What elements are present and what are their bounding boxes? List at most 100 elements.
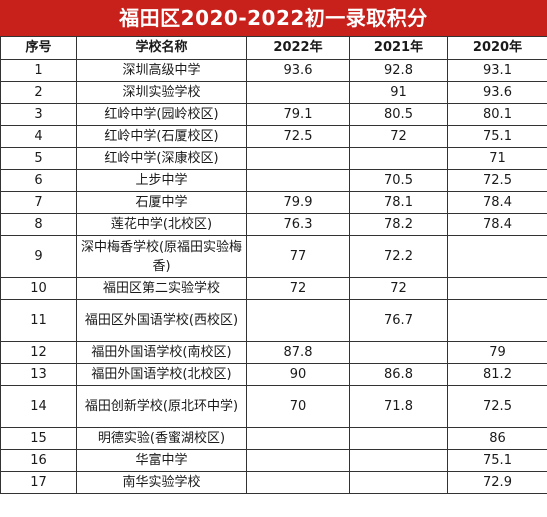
cell-rank: 8 bbox=[0, 213, 77, 236]
cell-2021: 71.8 bbox=[349, 385, 448, 428]
cell-rank: 10 bbox=[0, 277, 77, 300]
cell-2022: 76.3 bbox=[246, 213, 350, 236]
table-body: 1 深圳高级中学 93.6 92.8 93.1 2 深圳实验学校 91 93.6 3 红岭中学(园岭… bbox=[0, 59, 547, 494]
cell-2022: 70 bbox=[246, 385, 350, 428]
cell-rank: 4 bbox=[0, 125, 77, 148]
cell-2022 bbox=[246, 449, 350, 472]
cell-school: 福田区外国语学校(西校区) bbox=[76, 299, 247, 342]
table-row: 13 福田外国语学校(北校区) 90 86.8 81.2 bbox=[0, 363, 547, 386]
table-row: 5 红岭中学(深康校区) 71 bbox=[0, 147, 547, 170]
cell-rank: 2 bbox=[0, 81, 77, 104]
cell-2021: 86.8 bbox=[349, 363, 448, 386]
cell-2020: 81.2 bbox=[447, 363, 547, 386]
cell-2020 bbox=[447, 235, 547, 278]
cell-2022: 79.1 bbox=[246, 103, 350, 126]
cell-2020: 79 bbox=[447, 341, 547, 364]
cell-2021: 92.8 bbox=[349, 59, 448, 82]
cell-rank: 14 bbox=[0, 385, 77, 428]
cell-2020: 75.1 bbox=[447, 449, 547, 472]
cell-rank: 3 bbox=[0, 103, 77, 126]
table-row: 2 深圳实验学校 91 93.6 bbox=[0, 81, 547, 104]
cell-2020: 78.4 bbox=[447, 213, 547, 236]
cell-2021 bbox=[349, 471, 448, 494]
cell-2021: 78.2 bbox=[349, 213, 448, 236]
cell-school: 南华实验学校 bbox=[76, 471, 247, 494]
page-title: 福田区2020-2022初一录取积分 bbox=[0, 0, 547, 36]
table-row: 8 莲花中学(北校区) 76.3 78.2 78.4 bbox=[0, 213, 547, 236]
cell-2022: 72.5 bbox=[246, 125, 350, 148]
cell-rank: 16 bbox=[0, 449, 77, 472]
cell-rank: 1 bbox=[0, 59, 77, 82]
cell-school: 红岭中学(石厦校区) bbox=[76, 125, 247, 148]
cell-2020: 80.1 bbox=[447, 103, 547, 126]
cell-2022 bbox=[246, 299, 350, 342]
cell-2022 bbox=[246, 147, 350, 170]
table-row: 11 福田区外国语学校(西校区) 76.7 bbox=[0, 299, 547, 342]
cell-2020: 93.1 bbox=[447, 59, 547, 82]
cell-school: 石厦中学 bbox=[76, 191, 247, 214]
cell-rank: 6 bbox=[0, 169, 77, 192]
table-row: 12 福田外国语学校(南校区) 87.8 79 bbox=[0, 341, 547, 364]
table-row: 15 明德实验(香蜜湖校区) 86 bbox=[0, 427, 547, 450]
table-header-row: 序号 学校名称 2022年 2021年 2020年 bbox=[0, 36, 547, 60]
cell-2020: 93.6 bbox=[447, 81, 547, 104]
cell-2022: 93.6 bbox=[246, 59, 350, 82]
cell-2020 bbox=[447, 277, 547, 300]
cell-2021: 78.1 bbox=[349, 191, 448, 214]
cell-school: 深圳实验学校 bbox=[76, 81, 247, 104]
header-rank: 序号 bbox=[0, 36, 77, 60]
cell-school: 红岭中学(深康校区) bbox=[76, 147, 247, 170]
cell-rank: 11 bbox=[0, 299, 77, 342]
cell-school: 福田外国语学校(北校区) bbox=[76, 363, 247, 386]
cell-2022: 77 bbox=[246, 235, 350, 278]
cell-school: 福田区第二实验学校 bbox=[76, 277, 247, 300]
cell-2021: 70.5 bbox=[349, 169, 448, 192]
cell-2021 bbox=[349, 147, 448, 170]
table-row: 16 华富中学 75.1 bbox=[0, 449, 547, 472]
header-2022: 2022年 bbox=[246, 36, 350, 60]
table-row: 14 福田创新学校(原北环中学) 70 71.8 72.5 bbox=[0, 385, 547, 428]
cell-rank: 7 bbox=[0, 191, 77, 214]
cell-2021: 91 bbox=[349, 81, 448, 104]
table-row: 9 深中梅香学校(原福田实验梅香) 77 72.2 bbox=[0, 235, 547, 278]
cell-2022 bbox=[246, 169, 350, 192]
table-row: 1 深圳高级中学 93.6 92.8 93.1 bbox=[0, 59, 547, 82]
header-2021: 2021年 bbox=[349, 36, 448, 60]
admission-score-table: 序号 学校名称 2022年 2021年 2020年 1 深圳高级中学 93.6 92.… bbox=[0, 36, 547, 494]
cell-2021: 72.2 bbox=[349, 235, 448, 278]
cell-2021: 80.5 bbox=[349, 103, 448, 126]
cell-2022: 90 bbox=[246, 363, 350, 386]
cell-2020: 72.9 bbox=[447, 471, 547, 494]
cell-2021: 76.7 bbox=[349, 299, 448, 342]
cell-school: 福田创新学校(原北环中学) bbox=[76, 385, 247, 428]
cell-school: 明德实验(香蜜湖校区) bbox=[76, 427, 247, 450]
cell-2020: 78.4 bbox=[447, 191, 547, 214]
header-school: 学校名称 bbox=[76, 36, 247, 60]
table-row: 7 石厦中学 79.9 78.1 78.4 bbox=[0, 191, 547, 214]
cell-school: 莲花中学(北校区) bbox=[76, 213, 247, 236]
cell-2022: 79.9 bbox=[246, 191, 350, 214]
cell-school: 福田外国语学校(南校区) bbox=[76, 341, 247, 364]
cell-2022: 72 bbox=[246, 277, 350, 300]
cell-school: 深圳高级中学 bbox=[76, 59, 247, 82]
cell-2021 bbox=[349, 449, 448, 472]
cell-school: 上步中学 bbox=[76, 169, 247, 192]
cell-rank: 17 bbox=[0, 471, 77, 494]
header-2020: 2020年 bbox=[447, 36, 547, 60]
cell-2020: 72.5 bbox=[447, 169, 547, 192]
table-row: 17 南华实验学校 72.9 bbox=[0, 471, 547, 494]
cell-school: 红岭中学(园岭校区) bbox=[76, 103, 247, 126]
cell-2020 bbox=[447, 299, 547, 342]
cell-rank: 5 bbox=[0, 147, 77, 170]
cell-2021: 72 bbox=[349, 125, 448, 148]
cell-2021 bbox=[349, 427, 448, 450]
cell-rank: 9 bbox=[0, 235, 77, 278]
cell-school: 华富中学 bbox=[76, 449, 247, 472]
cell-2022 bbox=[246, 471, 350, 494]
cell-2020: 86 bbox=[447, 427, 547, 450]
cell-2022 bbox=[246, 81, 350, 104]
table-row: 3 红岭中学(园岭校区) 79.1 80.5 80.1 bbox=[0, 103, 547, 126]
cell-2021: 72 bbox=[349, 277, 448, 300]
table-row: 4 红岭中学(石厦校区) 72.5 72 75.1 bbox=[0, 125, 547, 148]
table-row: 10 福田区第二实验学校 72 72 bbox=[0, 277, 547, 300]
